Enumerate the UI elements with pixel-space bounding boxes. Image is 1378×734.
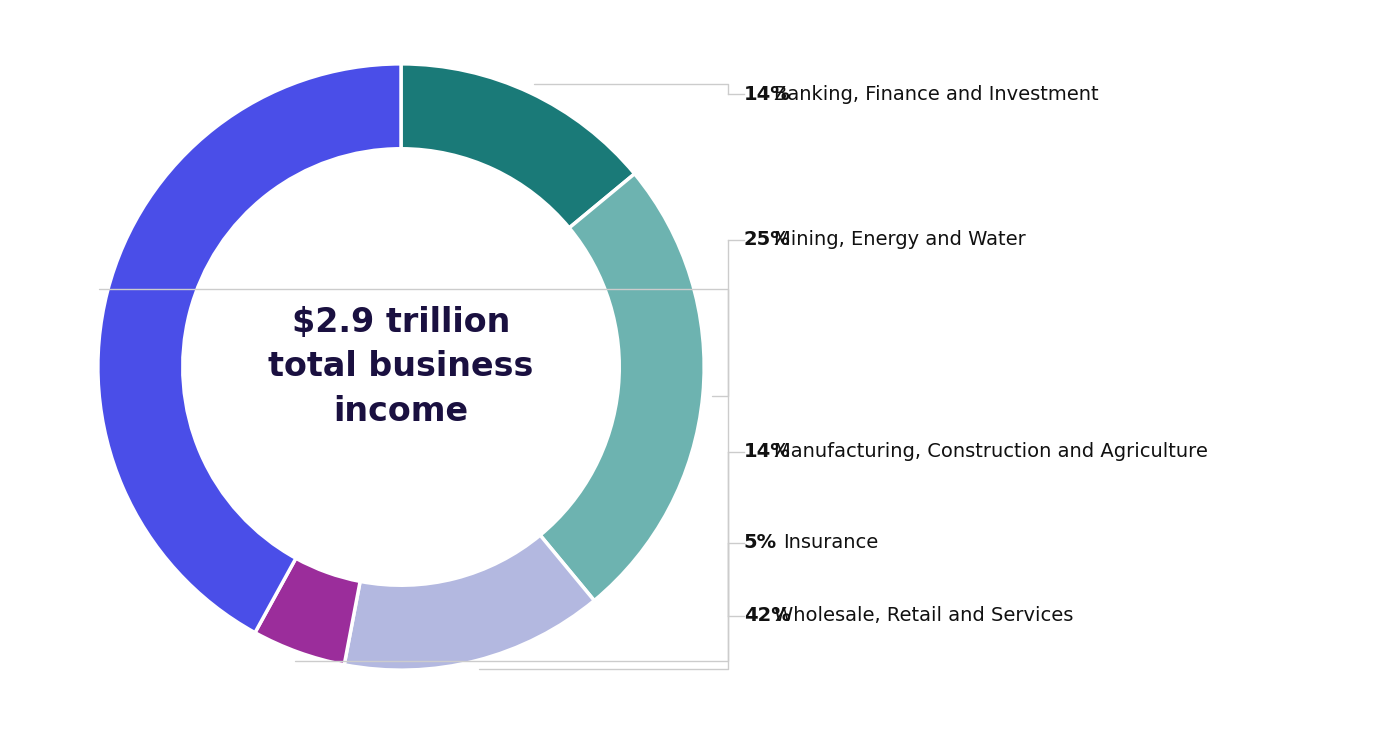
Text: 14%: 14% <box>744 443 791 462</box>
Wedge shape <box>98 64 401 633</box>
Text: 5%: 5% <box>744 534 777 552</box>
Text: Mining, Energy and Water: Mining, Energy and Water <box>774 230 1025 249</box>
Text: $2.9 trillion
total business
income: $2.9 trillion total business income <box>269 306 533 428</box>
Text: Insurance: Insurance <box>783 534 878 552</box>
Wedge shape <box>401 64 635 228</box>
Wedge shape <box>255 559 360 665</box>
Wedge shape <box>344 535 594 670</box>
Text: Banking, Finance and Investment: Banking, Finance and Investment <box>774 84 1098 103</box>
Text: 25%: 25% <box>744 230 791 249</box>
Text: Manufacturing, Construction and Agriculture: Manufacturing, Construction and Agricult… <box>774 443 1207 462</box>
Text: Wholesale, Retail and Services: Wholesale, Retail and Services <box>774 606 1073 625</box>
Wedge shape <box>540 174 704 600</box>
Text: 14%: 14% <box>744 84 791 103</box>
Text: 42%: 42% <box>744 606 791 625</box>
